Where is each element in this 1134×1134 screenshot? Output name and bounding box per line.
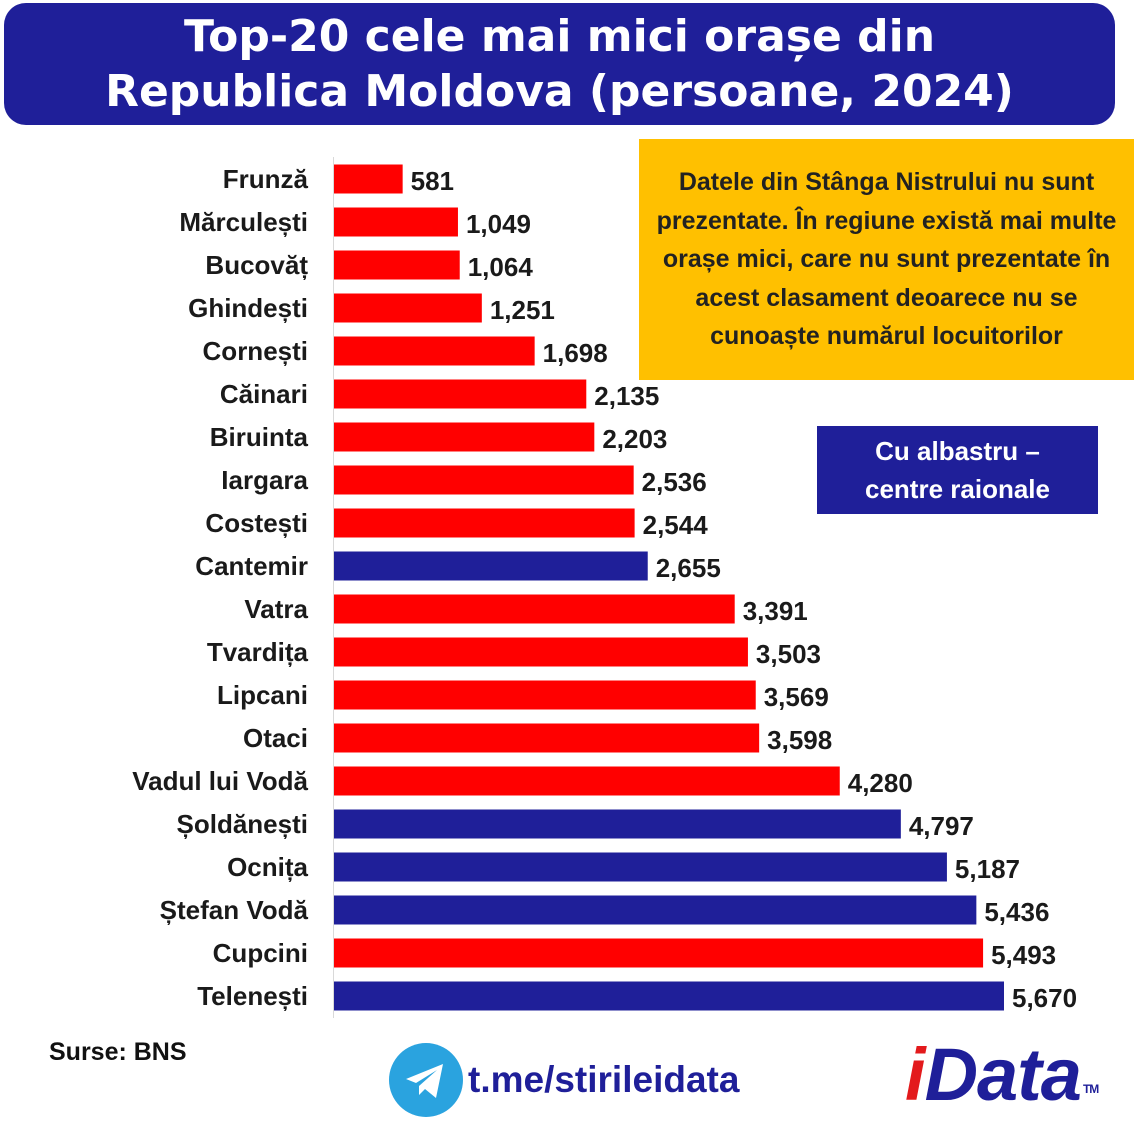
idata-logo: iData TM — [905, 1033, 1099, 1116]
value-label: 5,670 — [1012, 983, 1077, 1013]
category-label: Cupcini — [213, 938, 308, 968]
value-label: 2,135 — [594, 381, 659, 411]
bar — [334, 766, 840, 796]
category-label: Vadul lui Vodă — [132, 766, 308, 796]
bar — [334, 637, 748, 667]
value-label: 1,251 — [490, 295, 555, 325]
bar — [334, 680, 756, 710]
value-label: 3,503 — [756, 639, 821, 669]
bar — [334, 852, 947, 882]
bar — [334, 250, 460, 280]
category-label: Otaci — [243, 723, 308, 753]
value-label: 3,391 — [743, 596, 808, 626]
category-label: Ocnița — [227, 852, 308, 882]
bar — [334, 207, 458, 237]
category-label: Mărculești — [179, 207, 308, 237]
chart-title: Top-20 cele mai mici orașe din Republica… — [105, 11, 1014, 117]
bar — [334, 465, 634, 495]
bar — [334, 895, 977, 925]
value-label: 4,797 — [909, 811, 974, 841]
bar — [334, 723, 760, 753]
logo-i: i — [905, 1033, 926, 1116]
bar — [334, 809, 901, 839]
bar — [334, 164, 403, 194]
value-label: 5,436 — [984, 897, 1049, 927]
category-label: Tvardița — [207, 637, 309, 667]
category-label: Vatra — [244, 594, 308, 624]
telegram-link[interactable]: t.me/stirileidata — [468, 1059, 740, 1100]
category-label: Costești — [205, 508, 308, 538]
category-label: Cantemir — [195, 551, 308, 581]
legend-box: Cu albastru – centre raionale — [817, 426, 1098, 514]
value-label: 3,598 — [767, 725, 832, 755]
bar — [334, 508, 635, 538]
value-label: 3,569 — [764, 682, 829, 712]
note-box: Datele din Stânga Nistrului nu sunt prez… — [639, 139, 1134, 380]
category-label: Frunză — [223, 164, 309, 194]
category-label: Iargara — [221, 465, 308, 495]
value-label: 2,544 — [643, 510, 709, 540]
source-label: Surse: BNS — [49, 1038, 187, 1066]
value-label: 2,536 — [642, 467, 707, 497]
value-label: 1,049 — [466, 209, 531, 239]
value-label: 1,064 — [468, 252, 534, 282]
value-label: 2,203 — [602, 424, 667, 454]
category-label: Șoldănești — [177, 809, 308, 839]
bar — [334, 551, 648, 581]
bar — [334, 594, 735, 624]
note-text: Datele din Stânga Nistrului nu sunt prez… — [656, 168, 1117, 351]
bar — [334, 379, 587, 409]
category-label: Ghindești — [188, 293, 308, 323]
category-label: Biruinta — [210, 422, 309, 452]
telegram-icon[interactable] — [389, 1043, 463, 1117]
category-label: Căinari — [220, 379, 308, 409]
bar — [334, 336, 535, 366]
value-label: 581 — [411, 166, 454, 196]
logo-rest: Data — [924, 1033, 1082, 1116]
bar — [334, 422, 595, 452]
title-banner: Top-20 cele mai mici orașe din Republica… — [4, 3, 1115, 125]
value-label: 4,280 — [848, 768, 913, 798]
value-label: 2,655 — [656, 553, 721, 583]
value-label: 5,493 — [991, 940, 1056, 970]
legend-text: Cu albastru – centre raionale — [865, 436, 1050, 504]
bar — [334, 938, 984, 968]
category-label: Bucovăț — [205, 250, 308, 280]
bar — [334, 293, 482, 323]
logo-tm: TM — [1082, 1082, 1099, 1096]
value-label: 1,698 — [543, 338, 608, 368]
value-label: 5,187 — [955, 854, 1020, 884]
bar — [334, 981, 1004, 1011]
category-label: Ștefan Vodă — [160, 895, 309, 925]
category-label: Lipcani — [217, 680, 308, 710]
category-label: Telenești — [197, 981, 308, 1011]
category-label: Cornești — [203, 336, 308, 366]
